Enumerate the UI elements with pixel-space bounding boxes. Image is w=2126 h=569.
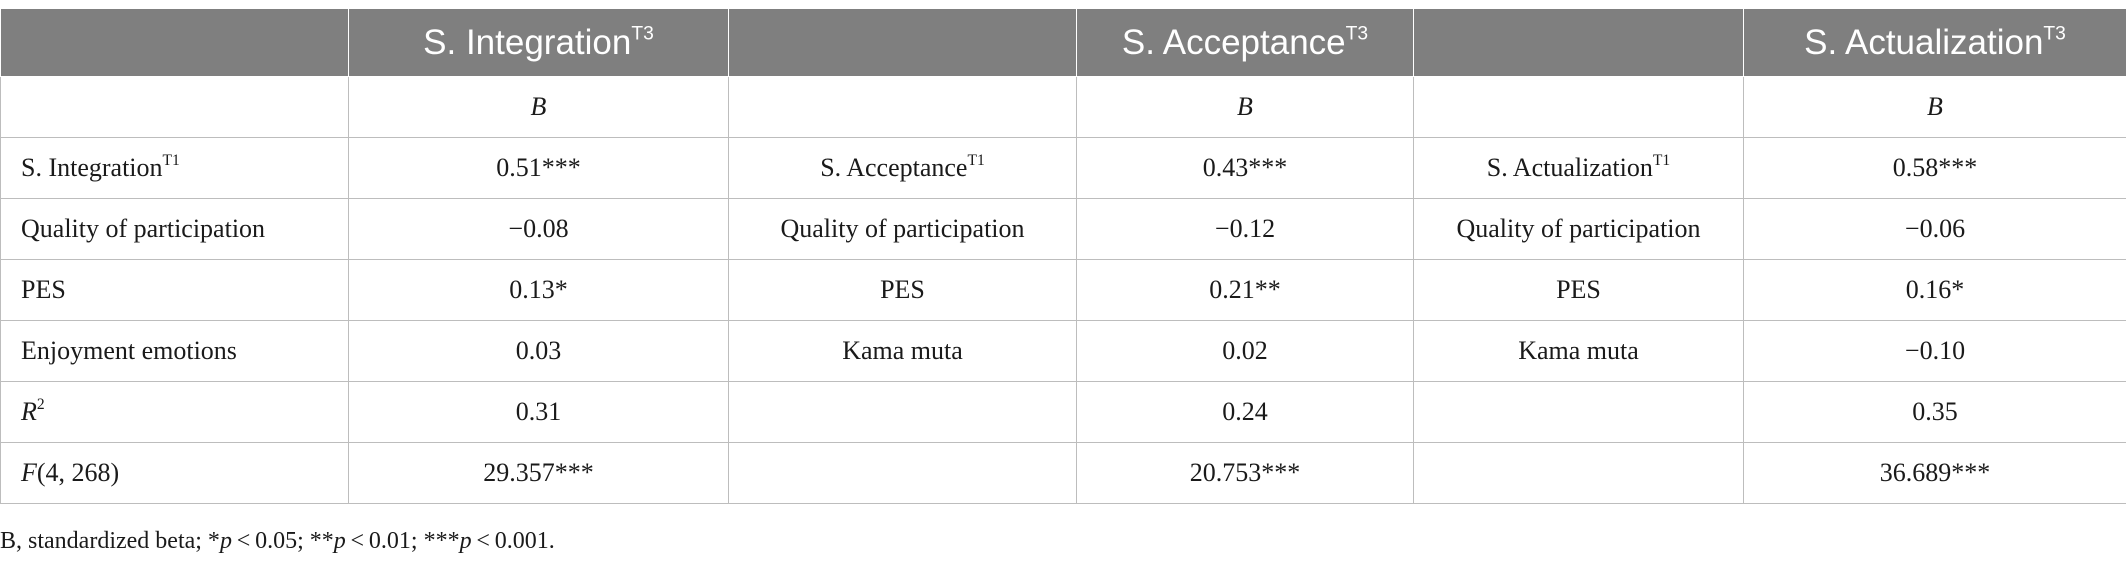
value-cell: −0.08 — [348, 198, 729, 260]
value-cell: 36.689*** — [1743, 442, 2126, 504]
table-footnote: B, standardized beta; *p < 0.05; **p < 0… — [0, 528, 555, 554]
value-cell: 29.357*** — [348, 442, 729, 504]
table-row: PES 0.13* PES 0.21** PES 0.16* — [0, 259, 2126, 321]
empty-cell — [728, 442, 1077, 504]
value-cell: 0.43*** — [1076, 137, 1414, 199]
predictor-cell: S. AcceptanceT1 — [728, 137, 1077, 199]
predictor-cell: PES — [1413, 259, 1744, 321]
regression-table: S. IntegrationT3 S. AcceptanceT3 S. Actu… — [0, 8, 2126, 504]
value-cell: −0.10 — [1743, 320, 2126, 382]
predictor-cell: Kama muta — [1413, 320, 1744, 382]
header-empty-1 — [0, 8, 349, 77]
predictor-cell: Quality of participation — [1413, 198, 1744, 260]
header-empty-2 — [728, 8, 1077, 77]
empty-cell — [1413, 442, 1744, 504]
table-row: Quality of participation −0.08 Quality o… — [0, 198, 2126, 260]
header-empty-3 — [1413, 8, 1744, 77]
header-s-integration: S. IntegrationT3 — [348, 8, 729, 77]
empty-cell — [1413, 76, 1744, 138]
value-cell: 20.753*** — [1076, 442, 1414, 504]
value-cell: 0.58*** — [1743, 137, 2126, 199]
table-row: S. IntegrationT1 0.51*** S. AcceptanceT1… — [0, 137, 2126, 199]
table-row: Enjoyment emotions 0.03 Kama muta 0.02 K… — [0, 320, 2126, 382]
b-label-2: B — [1076, 76, 1414, 138]
subheader-row: B B B — [0, 76, 2126, 138]
predictor-cell: Quality of participation — [0, 198, 349, 260]
empty-cell — [0, 76, 349, 138]
header-s-acceptance: S. AcceptanceT3 — [1076, 8, 1414, 77]
predictor-cell: Enjoyment emotions — [0, 320, 349, 382]
empty-cell — [728, 76, 1077, 138]
table-row-r-squared: R2 0.31 0.24 0.35 — [0, 381, 2126, 443]
empty-cell — [728, 381, 1077, 443]
value-cell: 0.31 — [348, 381, 729, 443]
predictor-cell: Quality of participation — [728, 198, 1077, 260]
empty-cell — [1413, 381, 1744, 443]
predictor-cell: Kama muta — [728, 320, 1077, 382]
header-row: S. IntegrationT3 S. AcceptanceT3 S. Actu… — [0, 8, 2126, 77]
value-cell: −0.12 — [1076, 198, 1414, 260]
header-s-actualization: S. ActualizationT3 — [1743, 8, 2126, 77]
value-cell: 0.24 — [1076, 381, 1414, 443]
table-row-f-statistic: F(4, 268) 29.357*** 20.753*** 36.689*** — [0, 442, 2126, 504]
value-cell: 0.35 — [1743, 381, 2126, 443]
value-cell: 0.21** — [1076, 259, 1414, 321]
predictor-cell: R2 — [0, 381, 349, 443]
predictor-cell: PES — [728, 259, 1077, 321]
predictor-cell: F(4, 268) — [0, 442, 349, 504]
value-cell: 0.51*** — [348, 137, 729, 199]
value-cell: 0.02 — [1076, 320, 1414, 382]
predictor-cell: S. ActualizationT1 — [1413, 137, 1744, 199]
value-cell: 0.03 — [348, 320, 729, 382]
value-cell: 0.16* — [1743, 259, 2126, 321]
predictor-cell: S. IntegrationT1 — [0, 137, 349, 199]
b-label-1: B — [348, 76, 729, 138]
value-cell: −0.06 — [1743, 198, 2126, 260]
value-cell: 0.13* — [348, 259, 729, 321]
predictor-cell: PES — [0, 259, 349, 321]
b-label-3: B — [1743, 76, 2126, 138]
